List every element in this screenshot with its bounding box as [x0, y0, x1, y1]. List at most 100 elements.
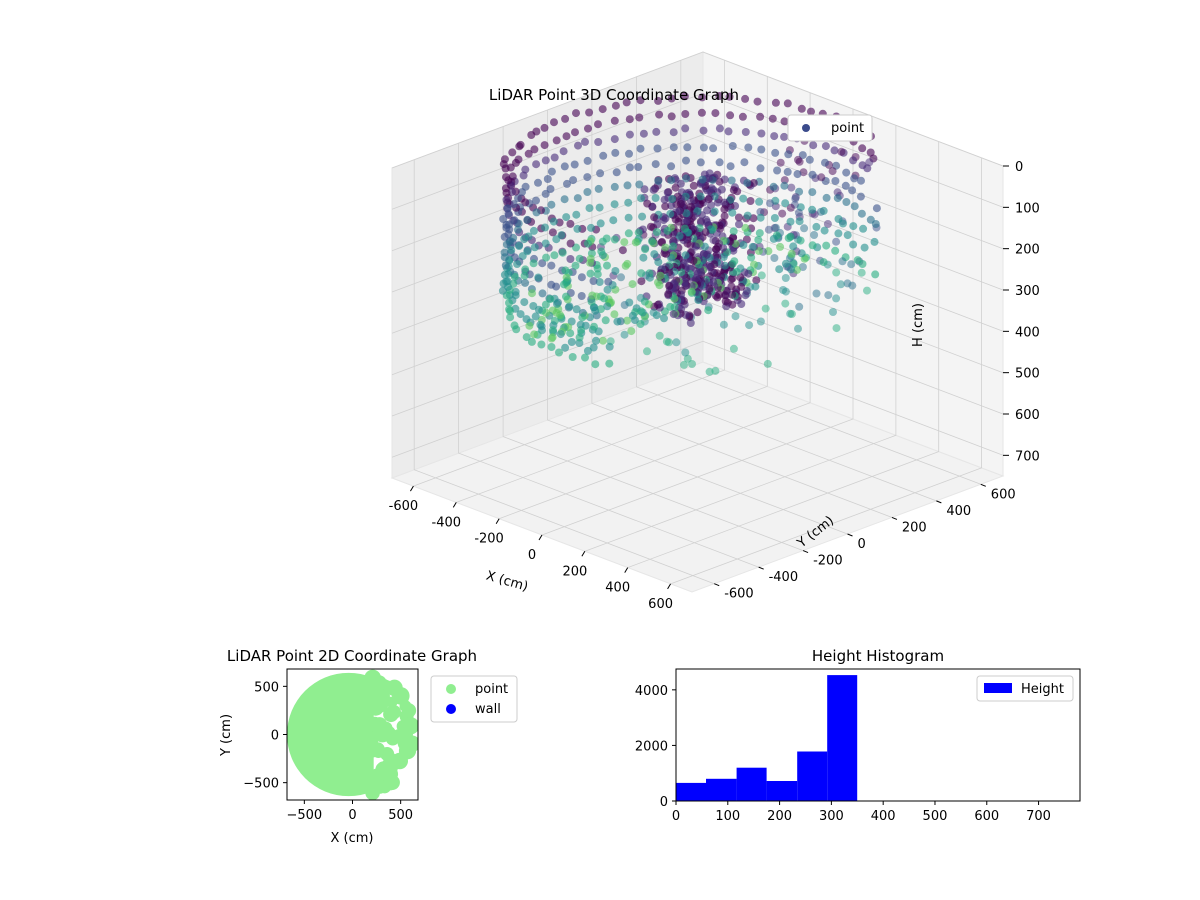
tick-mark-x — [409, 485, 414, 492]
chart-3d-legend: point — [787, 114, 873, 142]
histogram-ticks: 0 100 200 300 400 500 600 700 0 2000 4000 — [635, 684, 1051, 824]
data-point — [618, 246, 627, 255]
data-point — [669, 128, 678, 137]
gridline-x — [627, 141, 940, 568]
tick-label-y: 200 — [902, 520, 927, 535]
data-point — [779, 286, 788, 294]
data-point — [591, 360, 600, 369]
data-point — [620, 238, 629, 247]
data-point — [541, 300, 550, 309]
data-point — [577, 273, 586, 282]
data-point — [681, 251, 690, 260]
data-point — [631, 238, 640, 247]
data-point — [669, 242, 678, 251]
data-point — [650, 250, 659, 259]
data-point — [609, 216, 618, 225]
data-point — [367, 698, 385, 716]
data-point — [781, 259, 790, 268]
data-point — [650, 213, 659, 222]
data-point — [769, 182, 778, 191]
data-point — [523, 215, 532, 224]
data-point — [559, 147, 568, 156]
data-point — [595, 203, 604, 212]
data-point — [611, 267, 620, 275]
data-point — [857, 268, 866, 277]
data-point — [705, 367, 714, 376]
data-point — [793, 170, 802, 179]
data-point — [617, 273, 625, 282]
data-point — [669, 310, 678, 319]
data-point — [683, 143, 692, 152]
gridline-x — [541, 109, 854, 536]
data-point — [652, 127, 661, 136]
data-point — [795, 217, 804, 226]
data-point — [628, 311, 637, 320]
data-point — [743, 178, 752, 187]
data-point — [661, 243, 670, 252]
data-point — [621, 261, 630, 270]
data-point — [540, 141, 549, 150]
data-point — [872, 204, 881, 213]
data-point — [640, 185, 649, 194]
data-point — [698, 175, 707, 184]
data-point — [622, 98, 631, 107]
data-point — [738, 112, 747, 121]
data-point — [681, 348, 690, 357]
data-point — [398, 742, 417, 760]
data-point — [527, 131, 536, 139]
data-point — [525, 321, 534, 330]
gridline-y — [458, 143, 759, 568]
data-point — [502, 223, 511, 232]
data-point — [507, 246, 516, 255]
data-point — [755, 197, 764, 206]
tick-label-x: −500 — [286, 808, 322, 823]
data-point — [773, 166, 782, 175]
data-point — [398, 694, 409, 705]
data-point — [370, 721, 384, 735]
data-point — [794, 324, 802, 333]
data-point — [603, 285, 612, 294]
data-point — [843, 279, 852, 288]
data-point — [828, 167, 837, 176]
histogram-bar — [736, 767, 767, 801]
data-point — [780, 132, 789, 141]
chart-histogram: 0 100 200 300 400 500 600 700 0 2000 4000 Height H… — [635, 647, 1081, 824]
data-point — [502, 195, 511, 204]
data-point — [594, 184, 603, 193]
data-point — [794, 208, 803, 217]
chart-3d: -600 -400 -200 0 200 400 600 -600 -400 -200 0 200 40… — [389, 51, 1040, 612]
data-point — [746, 197, 755, 205]
data-point — [832, 324, 841, 333]
data-point — [549, 326, 557, 335]
gridline-x — [670, 157, 982, 585]
data-point — [696, 158, 705, 167]
data-point — [499, 279, 508, 288]
data-point — [583, 239, 592, 248]
data-point — [776, 242, 785, 251]
data-point — [382, 726, 396, 740]
data-point — [740, 158, 749, 167]
chart-2d-legend: point wall — [430, 675, 518, 723]
data-point — [561, 343, 570, 352]
data-point — [541, 156, 550, 165]
data-point — [784, 150, 793, 159]
data-point — [786, 217, 795, 226]
data-point — [794, 155, 802, 164]
tick-label-y: −500 — [243, 777, 279, 792]
data-point — [687, 287, 696, 296]
data-point — [637, 277, 646, 286]
tick-label-y: 4000 — [635, 684, 668, 699]
data-point — [711, 109, 720, 118]
data-point — [643, 347, 651, 356]
tick-label-y: 0 — [271, 729, 279, 744]
data-point — [589, 277, 598, 285]
data-point — [565, 302, 574, 311]
data-point — [830, 146, 839, 155]
data-point — [681, 110, 690, 118]
data-point — [568, 353, 577, 361]
data-point — [598, 237, 607, 246]
data-point — [625, 149, 633, 158]
tick-mark-y — [758, 566, 764, 570]
gridline-x — [413, 60, 725, 487]
data-point — [653, 144, 662, 153]
